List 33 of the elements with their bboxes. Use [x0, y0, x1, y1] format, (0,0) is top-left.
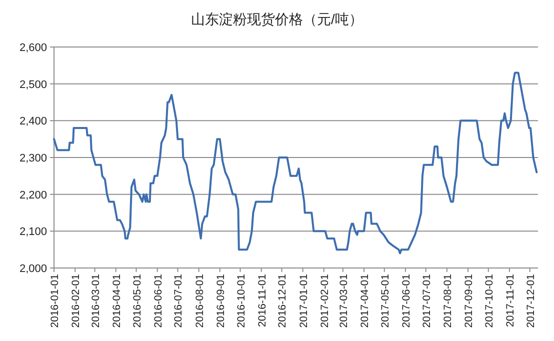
y-tick-label: 2,400: [19, 116, 47, 128]
x-tick-label: 2017-03-01: [338, 274, 350, 328]
x-tick-label: 2017-02-01: [318, 274, 331, 328]
y-tick-label: 2,000: [19, 263, 47, 275]
x-tick-label: 2016-03-01: [90, 274, 102, 328]
x-tick-label: 2016-02-01: [70, 274, 82, 328]
x-tick-label: 2016-05-01: [131, 274, 144, 328]
x-tick-label: 2017-06-01: [400, 274, 412, 328]
y-tick-label: 2,300: [19, 152, 47, 164]
x-tick-label: 2017-04-01: [358, 274, 371, 328]
x-tick-label: 2017-01-01: [298, 274, 310, 328]
x-tick-label: 2016-07-01: [172, 274, 185, 328]
x-tick-label: 2016-08-01: [194, 274, 206, 328]
x-tick-label: 2016-10-01: [235, 274, 248, 328]
x-tick-label: 2017-07-01: [420, 274, 433, 328]
x-tick-label: 2016-11-01: [256, 274, 268, 327]
x-tick-label: 2016-06-01: [152, 274, 164, 328]
y-tick-label: 2,200: [19, 189, 47, 202]
x-tick-label: 2016-04-01: [110, 274, 123, 328]
x-tick-label: 2017-08-01: [442, 274, 454, 328]
chart-title: 山东淀粉现货价格（元/吨）: [191, 11, 363, 27]
x-tick-label: 2016-09-01: [214, 274, 227, 328]
x-tick-label: 2017-09-01: [462, 274, 475, 328]
x-tick-label: 2016-01-01: [49, 274, 61, 328]
line-series: [53, 72, 538, 254]
y-tick-label: 2,500: [19, 78, 47, 91]
x-tick-label: 2017-05-01: [379, 274, 392, 328]
x-tick-label: 2017-11-01: [504, 274, 516, 327]
y-tick-label: 2,600: [19, 42, 47, 54]
y-tick-label: 2,100: [19, 226, 47, 238]
x-tick-label: 2017-10-01: [483, 274, 496, 328]
x-tick-label: 2016-12-01: [276, 274, 289, 328]
x-tick-label: 2017-12-01: [524, 274, 537, 328]
